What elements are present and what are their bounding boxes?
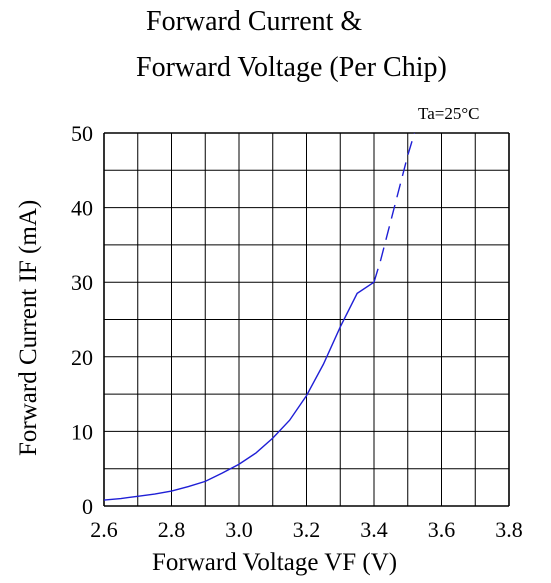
iv-curve-dashed xyxy=(373,132,416,283)
x-tick-label: 3.6 xyxy=(428,517,456,542)
y-tick-label: 50 xyxy=(71,121,93,146)
y-tick-labels: 0 10 20 30 40 50 xyxy=(71,121,93,519)
y-tick-label: 20 xyxy=(71,345,93,370)
temperature-annotation: Ta=25°C xyxy=(418,104,479,123)
x-tick-label: 2.6 xyxy=(90,517,118,542)
y-tick-label: 10 xyxy=(71,419,93,444)
x-tick-label: 3.4 xyxy=(360,517,388,542)
x-tick-label: 3.0 xyxy=(225,517,253,542)
x-tick-label: 3.2 xyxy=(293,517,321,542)
x-axis-label: Forward Voltage VF (V) xyxy=(152,549,397,576)
iv-curve xyxy=(103,281,375,501)
y-tick-label: 40 xyxy=(71,196,93,221)
x-tick-labels: 2.6 2.8 3.0 3.2 3.4 3.6 3.8 xyxy=(90,517,523,542)
x-tick-label: 2.8 xyxy=(158,517,186,542)
y-tick-label: 0 xyxy=(82,494,93,519)
chart-title-line-1: Forward Current & xyxy=(146,6,362,37)
y-axis-label: Forward Current IF (mA) xyxy=(15,200,42,456)
curves xyxy=(103,132,416,501)
x-tick-label: 3.8 xyxy=(495,517,523,542)
chart-title-line-2: Forward Voltage (Per Chip) xyxy=(136,52,447,83)
y-tick-label: 30 xyxy=(71,270,93,295)
grid xyxy=(103,132,510,507)
